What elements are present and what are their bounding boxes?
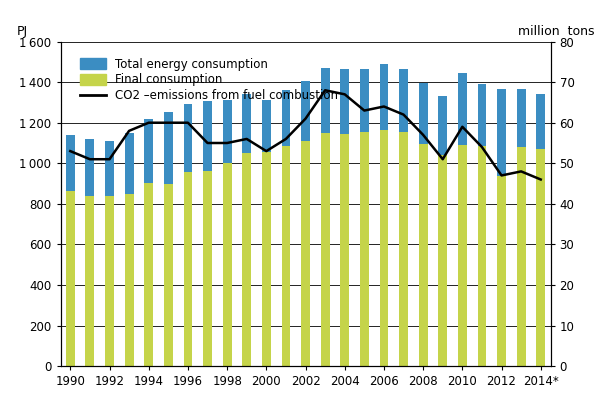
Bar — [243, 94, 251, 366]
Bar — [183, 172, 192, 366]
Bar — [458, 145, 466, 366]
Bar — [379, 64, 388, 366]
Bar — [262, 100, 270, 366]
Bar — [379, 130, 388, 366]
Bar — [66, 191, 74, 366]
Bar — [517, 147, 526, 366]
Bar — [125, 133, 134, 366]
Bar — [66, 135, 74, 366]
Bar — [419, 144, 428, 366]
Bar — [321, 133, 330, 366]
Bar — [517, 89, 526, 366]
Bar — [458, 73, 466, 366]
Bar — [85, 139, 94, 366]
Bar — [537, 149, 545, 366]
Text: million  tons: million tons — [518, 25, 595, 38]
Bar — [360, 132, 368, 366]
Text: PJ: PJ — [16, 25, 27, 38]
Bar — [301, 81, 310, 366]
Bar — [105, 141, 114, 366]
Bar — [399, 69, 408, 366]
Bar — [341, 134, 349, 366]
Bar — [243, 153, 251, 366]
Legend: Total energy consumption, Final consumption, CO2 –emissions from fuel combustion: Total energy consumption, Final consumpt… — [76, 54, 342, 106]
Bar — [203, 171, 212, 366]
Bar — [301, 141, 310, 366]
Bar — [203, 102, 212, 366]
Bar — [341, 69, 349, 366]
Bar — [477, 146, 486, 366]
Bar — [164, 183, 172, 366]
Bar — [85, 196, 94, 366]
Bar — [537, 94, 545, 366]
Bar — [399, 132, 408, 366]
Bar — [223, 100, 232, 366]
Bar — [183, 104, 192, 366]
Bar — [477, 84, 486, 366]
Bar — [281, 146, 290, 366]
Bar — [105, 196, 114, 366]
Bar — [223, 163, 232, 366]
Bar — [145, 119, 153, 366]
Bar — [497, 89, 506, 366]
Bar — [164, 111, 172, 366]
Bar — [360, 69, 368, 366]
Bar — [321, 68, 330, 366]
Bar — [419, 83, 428, 366]
Bar — [281, 90, 290, 366]
Bar — [145, 183, 153, 366]
Bar — [497, 176, 506, 366]
Bar — [125, 194, 134, 366]
Bar — [262, 152, 270, 366]
Bar — [439, 97, 447, 366]
Bar — [439, 155, 447, 366]
